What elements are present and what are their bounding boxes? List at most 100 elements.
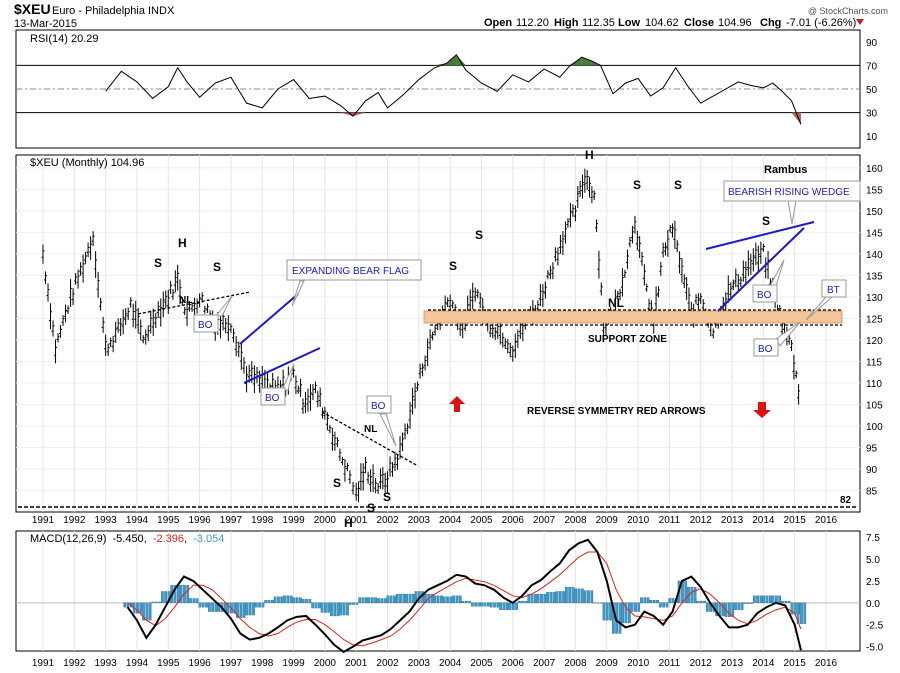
macd-histogram-bar bbox=[740, 602, 744, 610]
macd-histogram-bar bbox=[361, 597, 365, 603]
macd-histogram-bar bbox=[705, 602, 709, 612]
price-y-tick: 150 bbox=[866, 207, 883, 218]
macd-histogram-bar bbox=[546, 592, 549, 603]
macd-histogram-bar bbox=[703, 600, 706, 603]
macd-histogram-bar bbox=[684, 580, 688, 603]
macd-histogram-bar bbox=[270, 600, 274, 603]
price-y-tick: 105 bbox=[866, 400, 883, 411]
macd-histogram-bar bbox=[179, 585, 183, 603]
macd-legend-sep1: , bbox=[144, 533, 147, 545]
macd-histogram-bar bbox=[136, 602, 139, 614]
callout-bo1-text: BO bbox=[198, 320, 213, 331]
price-y-tick: 95 bbox=[866, 443, 878, 454]
macd-histogram-bar bbox=[521, 600, 525, 603]
callout-bt-box bbox=[821, 279, 847, 298]
macd-histogram-bar bbox=[690, 586, 694, 603]
macd-histogram-bar bbox=[574, 588, 578, 603]
macd-histogram-bar bbox=[731, 602, 735, 617]
macd-histogram-bar bbox=[796, 602, 800, 624]
price-y-tick: 160 bbox=[866, 164, 883, 175]
rsi-y-tick: 90 bbox=[866, 38, 878, 49]
macd-histogram-bar bbox=[752, 595, 756, 603]
x-tick-label: 1998 bbox=[251, 515, 274, 526]
rsi-oversold-fill bbox=[791, 112, 801, 125]
macd-histogram-bar bbox=[508, 602, 512, 610]
macd-histogram-bar bbox=[446, 596, 449, 603]
callout-bo3-text: BO bbox=[371, 401, 386, 412]
x-tick-label: 2016 bbox=[815, 658, 838, 669]
down-triangle-icon bbox=[856, 19, 864, 25]
macd-histogram-bar bbox=[468, 600, 471, 603]
macd-histogram-bar bbox=[618, 602, 622, 634]
macd-histogram-bar bbox=[596, 602, 600, 604]
macd-histogram-bar bbox=[311, 602, 315, 609]
macd-histogram-bar bbox=[581, 588, 584, 603]
watermark: @ StockCharts.com bbox=[808, 6, 888, 16]
macd-histogram-bar bbox=[587, 590, 590, 603]
macd-histogram-bar bbox=[455, 595, 459, 603]
macd-histogram-bar bbox=[477, 602, 481, 607]
macd-histogram-bar bbox=[424, 593, 427, 603]
price-y-tick: 140 bbox=[866, 250, 883, 261]
macd-histogram-bar bbox=[408, 593, 412, 603]
macd-histogram-bar bbox=[649, 600, 653, 603]
x-tick-label: 2001 bbox=[345, 515, 368, 526]
x-tick-label: 2014 bbox=[752, 515, 775, 526]
label-s-2003: S bbox=[449, 259, 457, 273]
x-tick-label: 2003 bbox=[408, 658, 431, 669]
x-tick-label: 2004 bbox=[439, 515, 462, 526]
macd-histogram-bar bbox=[540, 593, 543, 603]
macd-histogram-bar bbox=[527, 593, 531, 603]
macd-histogram-bar bbox=[201, 602, 205, 608]
x-tick-label: 2009 bbox=[596, 658, 619, 669]
x-tick-label: 2008 bbox=[564, 658, 587, 669]
macd-histogram-bar bbox=[505, 602, 509, 610]
macd-histogram-bar bbox=[301, 599, 305, 603]
macd-histogram-bar bbox=[308, 599, 312, 603]
macd-histogram-bar bbox=[324, 602, 327, 613]
price-y-tick: 120 bbox=[866, 336, 883, 347]
macd-panel bbox=[15, 530, 861, 652]
label-s-left2: S bbox=[213, 260, 221, 274]
macd-y-tick: -2.5 bbox=[866, 621, 884, 632]
callout-bo5-box bbox=[753, 338, 779, 357]
macd-histogram-bar bbox=[189, 598, 192, 603]
macd-histogram-bar bbox=[778, 595, 782, 603]
price-y-tick: 145 bbox=[866, 228, 883, 239]
macd-histogram-bar bbox=[148, 602, 152, 621]
macd-histogram-bar bbox=[634, 602, 637, 612]
macd-histogram-bar bbox=[743, 602, 747, 604]
close-value: 104.96 bbox=[718, 17, 752, 29]
macd-histogram-bar bbox=[433, 595, 437, 603]
macd-histogram-bar bbox=[756, 595, 759, 603]
rsi-overbought-fill bbox=[581, 57, 592, 66]
macd-histogram-bar bbox=[628, 602, 631, 624]
label-nl-left: NL bbox=[179, 295, 192, 306]
macd-histogram-bar bbox=[496, 602, 500, 608]
macd-line bbox=[126, 538, 802, 654]
macd-histogram-bar bbox=[430, 593, 434, 603]
neckline-left bbox=[137, 291, 251, 315]
macd-legend-hist: -3.054 bbox=[193, 533, 224, 545]
callout-flag-box bbox=[286, 259, 422, 281]
macd-histogram-bar bbox=[487, 602, 490, 607]
macd-layer bbox=[123, 538, 807, 654]
x-tick-label: 2013 bbox=[721, 658, 744, 669]
rsi-y-tick: 70 bbox=[866, 61, 878, 72]
macd-histogram-bar bbox=[771, 595, 775, 603]
macd-histogram-bar bbox=[671, 598, 675, 603]
macd-histogram-bar bbox=[530, 593, 534, 603]
macd-histogram-bar bbox=[609, 602, 612, 621]
macd-histogram-bar bbox=[142, 602, 145, 621]
macd-histogram-bar bbox=[565, 586, 568, 603]
x-tick-label: 1992 bbox=[63, 658, 86, 669]
x-tick-label: 2006 bbox=[502, 515, 525, 526]
macd-histogram-bar bbox=[245, 602, 249, 616]
rsi-y-tick: 50 bbox=[866, 85, 878, 96]
macd-histogram-bar bbox=[499, 602, 502, 610]
macd-histogram-bar bbox=[558, 591, 562, 603]
macd-histogram-bar bbox=[233, 602, 237, 614]
macd-histogram-bar bbox=[515, 602, 518, 610]
macd-histogram-bar bbox=[646, 597, 650, 603]
